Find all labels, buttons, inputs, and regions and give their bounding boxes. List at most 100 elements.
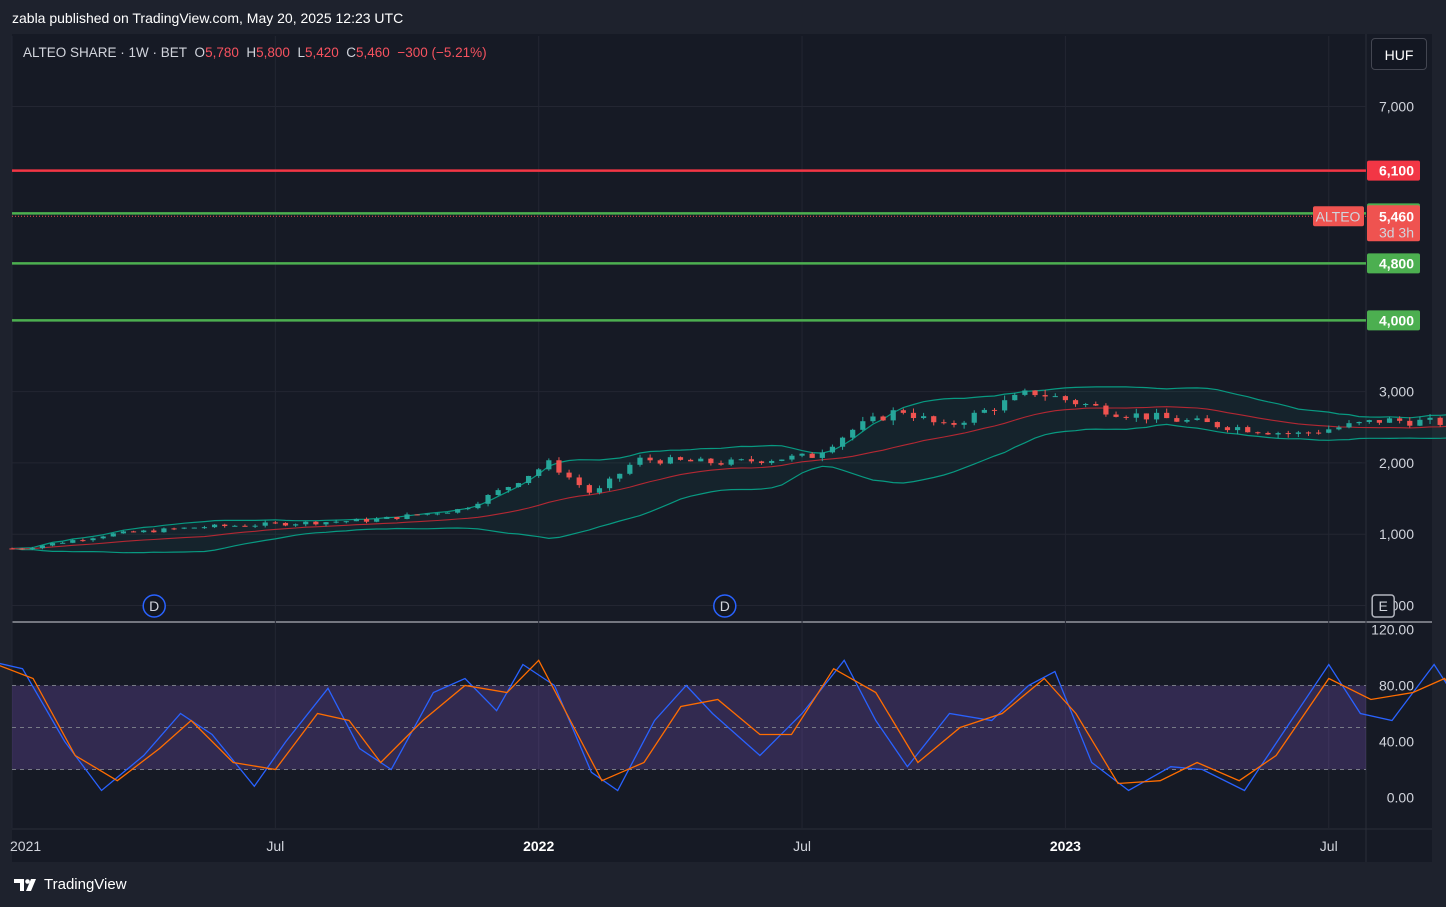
candle-body xyxy=(1407,420,1413,426)
candle-body xyxy=(799,453,805,456)
price-tick-label: 3,000 xyxy=(1379,384,1414,400)
candle-body xyxy=(252,525,258,527)
level-tag-4,000 xyxy=(1367,310,1420,331)
candle-body xyxy=(171,528,177,530)
candle-body xyxy=(39,545,45,549)
candle-body xyxy=(931,416,937,423)
candle-body xyxy=(1143,413,1150,420)
candle-body xyxy=(9,548,15,550)
candle-body xyxy=(1194,418,1200,421)
candle-body xyxy=(262,522,268,526)
candle-body xyxy=(1123,416,1129,418)
candle-body xyxy=(181,527,187,529)
symbol-name[interactable]: ALTEO SHARE · 1W · BET xyxy=(23,45,188,60)
close-value: 5,460 xyxy=(356,45,390,60)
candle-body xyxy=(951,423,957,425)
candle-body xyxy=(222,524,228,527)
candle-body xyxy=(404,514,410,519)
candle-body xyxy=(738,459,744,461)
dividend-marker-icon xyxy=(713,594,737,618)
candle-body xyxy=(232,525,238,527)
candle-body xyxy=(120,531,127,534)
candle-body xyxy=(141,530,147,533)
candle-body xyxy=(323,522,329,525)
candle-body xyxy=(242,525,248,527)
close-label: C xyxy=(346,45,357,60)
last-price-text: 5,460 xyxy=(1379,208,1414,224)
high-value: 5,800 xyxy=(256,45,290,60)
candle-body xyxy=(556,460,562,473)
candle-body xyxy=(991,409,998,411)
candle-body xyxy=(1366,420,1372,422)
symbol-legend: ALTEO SHARE · 1W · BET O5,780 H5,800 L5,… xyxy=(23,45,487,60)
candle-body xyxy=(586,485,592,493)
candle-body xyxy=(536,469,542,476)
candle-body xyxy=(1032,390,1038,396)
candle-body xyxy=(1174,418,1180,422)
candle-body xyxy=(1397,418,1403,421)
level-tag-text: 4,800 xyxy=(1379,255,1414,271)
candle-body xyxy=(870,416,876,422)
candle-body xyxy=(465,508,471,510)
candle-body xyxy=(424,513,430,515)
last-price-tag xyxy=(1367,205,1420,242)
candle-body xyxy=(434,513,441,515)
time-tick-label: 2022 xyxy=(523,838,554,854)
candle-body xyxy=(495,490,501,495)
time-tick-label: Jul xyxy=(1320,838,1338,854)
candle-body xyxy=(981,409,987,413)
candle-body xyxy=(485,494,491,504)
candle-body xyxy=(657,460,663,464)
candle-body xyxy=(70,540,76,543)
tradingview-brand[interactable]: TradingView xyxy=(14,876,127,893)
candle-body xyxy=(1072,400,1079,405)
price-tick-label: 1,000 xyxy=(1379,526,1414,542)
publish-info: zabla published on TradingView.com, May … xyxy=(12,10,404,26)
low-label: L xyxy=(297,45,305,60)
currency-button[interactable]: HUF xyxy=(1371,38,1427,70)
high-label: H xyxy=(246,45,257,60)
candles-group xyxy=(9,388,1443,551)
candle-body xyxy=(1002,400,1008,411)
candle-body xyxy=(1022,390,1028,395)
candle-body xyxy=(191,527,197,529)
earnings-marker-icon xyxy=(1371,594,1395,618)
stoch-tick-label: 40.00 xyxy=(1379,734,1414,750)
candle-body xyxy=(1103,405,1109,415)
candle-body xyxy=(1305,432,1312,434)
candle-body xyxy=(779,459,785,461)
candle-body xyxy=(100,536,106,539)
candle-body xyxy=(688,459,694,462)
candle-body xyxy=(1093,404,1099,406)
candle-body xyxy=(890,410,896,421)
dividend-marker-label: D xyxy=(720,598,730,614)
stoch-tick-label: 80.00 xyxy=(1379,678,1414,694)
low-value: 5,420 xyxy=(304,45,339,60)
time-tick-label: Jul xyxy=(793,838,811,854)
candle-body xyxy=(850,429,856,438)
stoch-k-line xyxy=(0,659,1446,792)
symbol-tag-text: ALTEO xyxy=(1316,208,1361,224)
candle-body xyxy=(829,446,836,453)
candle-body xyxy=(789,455,795,460)
candle-body xyxy=(900,410,906,413)
candle-body xyxy=(90,538,96,541)
candle-body xyxy=(1275,433,1281,435)
candle-body xyxy=(475,503,481,509)
candle-body xyxy=(374,518,380,522)
time-tick-label: 2023 xyxy=(1050,838,1081,854)
candle-body xyxy=(151,530,157,533)
candle-body xyxy=(546,460,552,470)
countdown-text: 3d 3h xyxy=(1379,224,1414,240)
candle-body xyxy=(282,522,289,526)
candle-body xyxy=(1427,417,1433,420)
candle-body xyxy=(1052,396,1058,398)
candle-body xyxy=(161,528,167,533)
candle-body xyxy=(971,412,977,423)
price-tick-label: 2,000 xyxy=(1379,455,1414,471)
level-tag-text: 6,100 xyxy=(1379,163,1414,179)
candle-body xyxy=(394,516,400,519)
candle-body xyxy=(566,472,572,478)
level-tag-text: 4,000 xyxy=(1379,312,1414,328)
